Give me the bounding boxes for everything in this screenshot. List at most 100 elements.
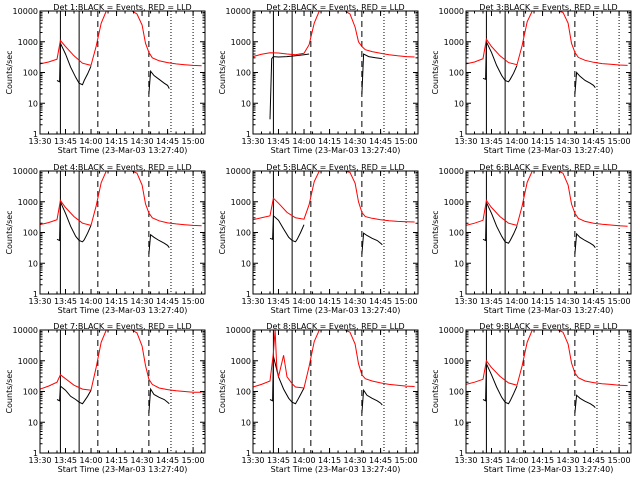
x-tick-label: 14:00 xyxy=(505,297,528,306)
y-tick-label: 10 xyxy=(454,259,464,268)
x-axis-label: Start Time (23-Mar-03 13:27:40) xyxy=(484,465,614,474)
x-tick-label: 14:30 xyxy=(131,456,154,465)
panel-title: Det 4:BLACK = Events, RED = LLD xyxy=(53,163,191,172)
event-rate-line xyxy=(482,202,518,244)
plot-frame xyxy=(252,10,419,135)
y-tick-label: 100 xyxy=(236,69,251,78)
x-tick-label: 14:15 xyxy=(105,137,128,146)
plot-area xyxy=(466,330,628,453)
y-tick-label: 1000 xyxy=(18,357,38,366)
plot-frame xyxy=(465,329,632,454)
plot-frame xyxy=(39,10,206,135)
x-tick-label: 13:45 xyxy=(267,137,290,146)
panel-title: Det 7:BLACK = Events, RED = LLD xyxy=(53,322,191,331)
event-rate-line-segment xyxy=(148,69,170,95)
y-axis-label: Counts/sec xyxy=(431,369,440,413)
y-axis-label: Counts/sec xyxy=(5,210,14,254)
lld-rate-line xyxy=(40,330,202,393)
y-tick-label: 1000 xyxy=(18,198,38,207)
x-tick-label: 13:45 xyxy=(480,297,503,306)
y-tick-label: 1 xyxy=(459,449,464,458)
y-axis-label: Counts/sec xyxy=(5,50,14,94)
detector-panel: 1 10 100 1000 10000 13:30 13:45 14:00 14:15 14:30… xyxy=(431,3,632,155)
panel-title: Det 2:BLACK = Events, RED = LLD xyxy=(266,3,404,12)
x-tick-label: 14:15 xyxy=(105,297,128,306)
plot-area xyxy=(466,171,628,294)
plot-area xyxy=(253,171,415,294)
event-rate-line xyxy=(56,201,92,243)
detector-panel: 1 10 100 1000 10000 13:30 13:45 14:00 14:15 14:30… xyxy=(5,322,206,474)
x-tick-label: 14:15 xyxy=(531,137,554,146)
x-tick-label: 13:30 xyxy=(454,137,477,146)
y-tick-label: 100 xyxy=(449,69,464,78)
x-tick-label: 14:00 xyxy=(292,137,315,146)
panel-title: Det 5:BLACK = Events, RED = LLD xyxy=(266,163,404,172)
x-axis-label: Start Time (23-Mar-03 13:27:40) xyxy=(484,146,614,155)
x-tick-label: 15:00 xyxy=(608,137,631,146)
y-tick-label: 10 xyxy=(241,259,251,268)
x-tick-label: 13:30 xyxy=(28,297,51,306)
event-rate-line-segment xyxy=(361,232,383,255)
x-tick-label: 14:00 xyxy=(505,456,528,465)
y-tick-label: 100 xyxy=(449,229,464,238)
y-tick-label: 10000 xyxy=(439,167,464,176)
x-tick-label: 14:30 xyxy=(557,137,580,146)
y-tick-label: 1 xyxy=(246,130,251,139)
x-tick-label: 14:45 xyxy=(369,297,392,306)
y-tick-label: 10000 xyxy=(13,7,38,16)
detector-panel: 1 10 100 1000 10000 13:30 13:45 14:00 14:15 14:30… xyxy=(218,3,419,155)
panel-title: Det 6:BLACK = Events, RED = LLD xyxy=(479,163,617,172)
x-tick-label: 13:45 xyxy=(480,137,503,146)
y-axis-label: Counts/sec xyxy=(218,50,227,94)
x-tick-label: 13:30 xyxy=(28,456,51,465)
x-axis-label: Start Time (23-Mar-03 13:27:40) xyxy=(58,146,188,155)
y-tick-label: 10 xyxy=(28,259,38,268)
x-tick-label: 14:45 xyxy=(156,456,179,465)
y-tick-label: 100 xyxy=(23,69,38,78)
event-rate-line-segment xyxy=(361,388,383,414)
x-tick-label: 13:45 xyxy=(54,137,77,146)
plot-frame xyxy=(39,170,206,295)
lld-rate-line xyxy=(466,330,628,387)
panel-title: Det 3:BLACK = Events, RED = LLD xyxy=(479,3,617,12)
event-rate-line xyxy=(269,356,305,405)
plot-area xyxy=(253,11,415,134)
x-tick-label: 14:15 xyxy=(318,137,341,146)
x-tick-label: 14:45 xyxy=(582,456,605,465)
y-tick-label: 1000 xyxy=(444,357,464,366)
x-tick-label: 13:30 xyxy=(241,297,264,306)
y-tick-label: 100 xyxy=(236,229,251,238)
x-tick-label: 14:15 xyxy=(318,456,341,465)
x-axis-label: Start Time (23-Mar-03 13:27:40) xyxy=(484,306,614,315)
lld-rate-line xyxy=(466,11,628,66)
x-tick-label: 14:45 xyxy=(156,297,179,306)
x-tick-label: 14:30 xyxy=(131,297,154,306)
plot-area xyxy=(466,11,628,134)
x-tick-label: 13:45 xyxy=(54,456,77,465)
y-tick-label: 10000 xyxy=(226,7,251,16)
lld-rate-line xyxy=(253,330,415,389)
y-tick-label: 10000 xyxy=(13,326,38,335)
y-tick-label: 10 xyxy=(454,418,464,427)
x-tick-label: 15:00 xyxy=(395,137,418,146)
x-tick-label: 14:15 xyxy=(531,297,554,306)
x-tick-label: 14:00 xyxy=(79,137,102,146)
event-rate-line-segment xyxy=(574,71,596,95)
y-tick-label: 10000 xyxy=(439,326,464,335)
y-tick-label: 1000 xyxy=(231,38,251,47)
lld-rate-line xyxy=(253,11,415,58)
x-axis-label: Start Time (23-Mar-03 13:27:40) xyxy=(271,146,401,155)
y-tick-label: 1 xyxy=(246,290,251,299)
event-rate-line xyxy=(482,363,518,405)
detector-panel: 1 10 100 1000 10000 13:30 13:45 14:00 14:15 14:30… xyxy=(218,322,419,474)
plot-frame xyxy=(465,170,632,295)
x-tick-label: 14:30 xyxy=(344,137,367,146)
x-axis-label: Start Time (23-Mar-03 13:27:40) xyxy=(58,465,188,474)
y-tick-label: 10 xyxy=(28,99,38,108)
event-rate-line xyxy=(269,53,310,120)
lld-rate-line xyxy=(40,11,202,67)
x-tick-label: 14:15 xyxy=(531,456,554,465)
event-rate-line xyxy=(482,41,518,83)
x-tick-label: 13:30 xyxy=(241,137,264,146)
x-tick-label: 14:00 xyxy=(79,297,102,306)
